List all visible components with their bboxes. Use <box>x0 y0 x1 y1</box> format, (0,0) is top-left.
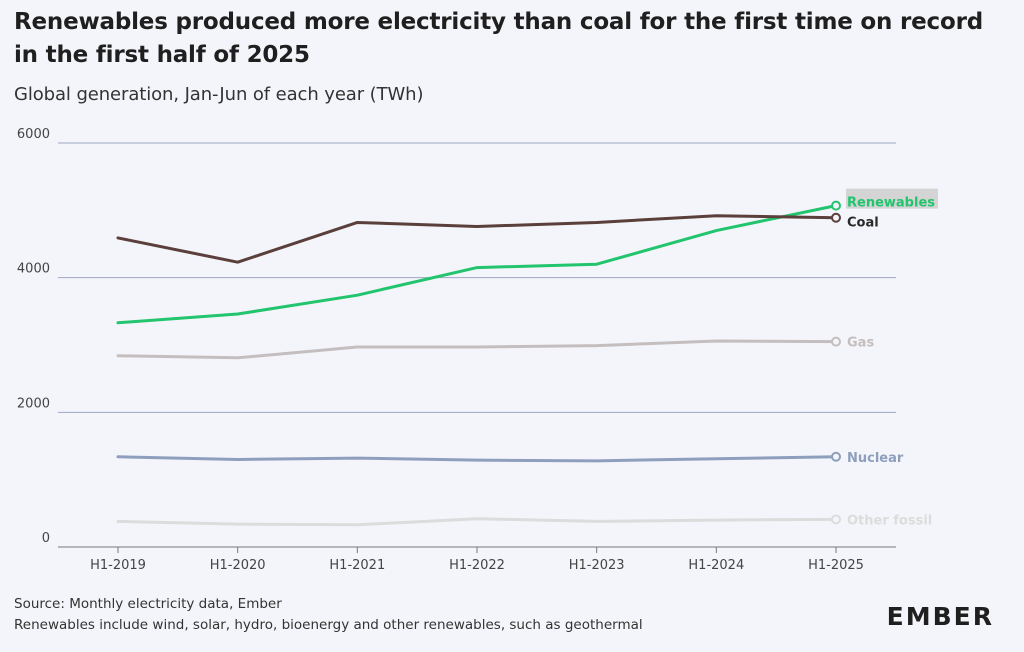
series-line-coal <box>116 214 838 264</box>
series-label-other-fossil: Other fossil <box>847 513 932 528</box>
y-tick-label: 0 <box>42 531 50 546</box>
end-marker-nuclear <box>831 451 841 462</box>
series-label-gas: Gas <box>847 336 874 351</box>
end-marker-gas <box>831 336 841 347</box>
series-line-renewables <box>116 204 838 325</box>
x-tick-label: H1-2024 <box>688 558 744 573</box>
series-label-nuclear: Nuclear <box>847 451 904 466</box>
series-label-coal: Coal <box>847 216 879 231</box>
y-tick-label: 6000 <box>17 127 50 142</box>
x-tick-label: H1-2021 <box>329 558 385 573</box>
series-line-other-fossil <box>116 517 838 527</box>
end-marker-renewables <box>831 200 841 211</box>
source-note: Source: Monthly electricity data, Ember <box>14 596 282 612</box>
end-marker-coal <box>831 212 841 223</box>
renewables-note: Renewables include wind, solar, hydro, b… <box>14 617 643 633</box>
series-line-nuclear <box>116 455 838 463</box>
series-line-gas <box>116 339 838 360</box>
series-label-renewables: Renewables <box>847 196 935 211</box>
line-chart: 0 2000 4000 6000 H1-2019 H1-2020 H1-2021 H1-202… <box>17 127 938 573</box>
chart-title: Renewables produced more electricity tha… <box>14 9 984 68</box>
chart-subtitle: Global generation, Jan-Jun of each year … <box>14 84 424 105</box>
x-tick-label: H1-2023 <box>569 558 625 573</box>
x-tick-label: H1-2022 <box>449 558 505 573</box>
y-tick-label: 4000 <box>17 262 50 277</box>
x-tick-label: H1-2025 <box>808 558 864 573</box>
y-tick-label: 2000 <box>17 396 50 411</box>
end-marker-other-fossil <box>831 514 841 525</box>
label-highlight <box>846 188 938 209</box>
x-tick-label: H1-2019 <box>90 558 146 573</box>
x-tick-label: H1-2020 <box>210 558 266 573</box>
ember-logo: EMBER <box>886 602 994 631</box>
